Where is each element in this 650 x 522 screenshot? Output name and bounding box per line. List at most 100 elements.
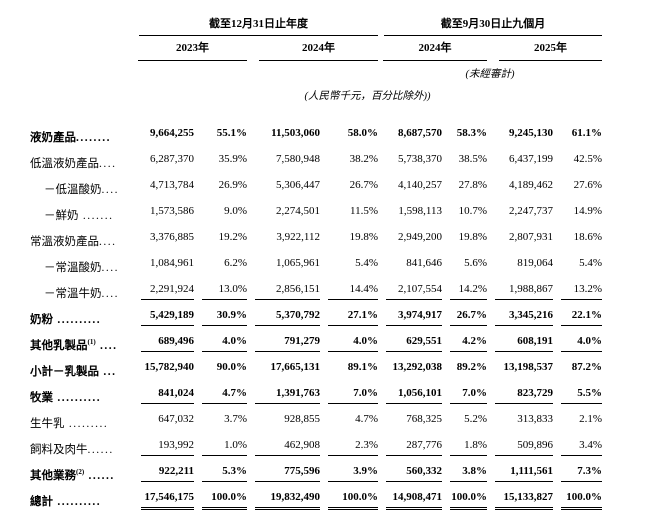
spacer-row	[30, 105, 602, 118]
footnote-marker: (1)	[87, 337, 96, 346]
cell-value: 2,807,931	[487, 222, 553, 248]
dot-leader: ....	[95, 339, 118, 352]
unit-note-row: (人民幣千元，百分比除外))	[30, 83, 602, 105]
year-label: 2023年	[138, 43, 247, 61]
cell-value: 11,503,060	[247, 118, 320, 144]
cell-text: 3,376,885	[150, 231, 194, 243]
cell-text: 7.0%	[450, 388, 487, 404]
cell-text: 768,325	[406, 413, 442, 425]
cell-value: 5,738,370	[378, 144, 442, 170]
cell-text: 30.9%	[202, 310, 247, 326]
cell-value: 1,065,961	[247, 248, 320, 274]
cell-percent: 6.2%	[194, 248, 247, 274]
cell-text: 14.9%	[573, 205, 602, 217]
header-spacer	[30, 61, 378, 83]
cell-text: 4.2%	[450, 336, 487, 352]
cell-percent: 26.7%	[320, 170, 378, 196]
table-body: 液奶產品........ 9,664,255 55.1% 11,503,060 58.0…	[30, 118, 602, 510]
cell-value: 689,496	[133, 326, 194, 352]
row-label: 其他業務(2) ......	[30, 456, 133, 482]
cell-text: 689,496	[141, 336, 194, 352]
cell-value: 560,332	[378, 456, 442, 482]
cell-value: 9,245,130	[487, 118, 553, 144]
cell-percent: 35.9%	[194, 144, 247, 170]
cell-percent: 1.0%	[194, 430, 247, 456]
cell-value: 1,573,586	[133, 196, 194, 222]
cell-text: 841,646	[406, 257, 442, 269]
year-label: 2025年	[499, 43, 602, 61]
cell-text: 922,211	[141, 466, 194, 482]
cell-percent: 27.8%	[442, 170, 487, 196]
cell-text: 19.8%	[458, 231, 487, 243]
cell-text: 2,949,200	[398, 231, 442, 243]
cell-value: 313,833	[487, 404, 553, 430]
cell-text: 791,279	[255, 336, 320, 352]
cell-text: 38.5%	[458, 153, 487, 165]
cell-percent: 4.0%	[320, 326, 378, 352]
cell-value: 13,198,537	[487, 352, 554, 378]
cell-text: 287,776	[386, 440, 442, 456]
row-label: 低溫液奶產品....	[30, 144, 133, 170]
cell-text: 7.3%	[561, 466, 602, 482]
cell-percent: 61.1%	[553, 118, 602, 144]
table-row: 總計 .......... 17,546,175 100.0% 19,832,490 1…	[30, 482, 602, 510]
cell-text: 15,133,827	[495, 492, 553, 510]
row-label: 飼料及肉牛......	[30, 430, 133, 456]
cell-text: 462,908	[255, 440, 320, 456]
cell-value: 3,974,917	[378, 300, 442, 326]
cell-value: 2,291,924	[133, 274, 194, 300]
cell-text: 9,664,255	[150, 127, 194, 139]
row-label: －鮮奶 .......	[30, 196, 133, 222]
cell-text: 100.0%	[202, 492, 247, 510]
row-label-text: 其他乳製品	[30, 339, 88, 352]
cell-text: 2,247,737	[509, 205, 553, 217]
year-label: 2024年	[383, 43, 487, 61]
cell-text: 5,370,792	[255, 310, 320, 326]
row-label: －常溫牛奶....	[30, 274, 133, 300]
cell-value: 2,949,200	[378, 222, 442, 248]
cell-percent: 38.2%	[320, 144, 378, 170]
period-group-year-ended: 截至12月31日止年度	[133, 8, 378, 36]
cell-text: 1,056,101	[386, 388, 442, 404]
cell-text: 61.1%	[571, 127, 602, 139]
cell-text: 19.8%	[349, 231, 378, 243]
cell-text: 5,738,370	[398, 153, 442, 165]
row-label: 小計－乳製品 ...	[30, 352, 133, 378]
cell-percent: 19.8%	[442, 222, 487, 248]
cell-value: 1,391,763	[247, 378, 320, 404]
cell-percent: 3.8%	[442, 456, 487, 482]
dot-leader: ....	[101, 183, 119, 196]
cell-percent: 38.5%	[442, 144, 487, 170]
cell-value: 629,551	[378, 326, 442, 352]
cell-value: 608,191	[487, 326, 553, 352]
cell-text: 14.2%	[450, 284, 487, 300]
table-row: 牧業 .......... 841,024 4.7% 1,391,763 7.0% 1,0…	[30, 378, 602, 404]
cell-text: 3.8%	[450, 466, 487, 482]
cell-percent: 5.3%	[194, 456, 247, 482]
cell-text: 15,782,940	[144, 361, 195, 373]
cell-percent: 100.0%	[553, 482, 602, 510]
period-group-header-row: 截至12月31日止年度 截至9月30日止九個月	[30, 8, 602, 36]
dot-leader: ....	[101, 287, 119, 300]
unaudited-note: (未經審計)	[465, 68, 515, 80]
cell-percent: 7.3%	[553, 456, 602, 482]
cell-value: 3,922,112	[247, 222, 320, 248]
cell-text: 1,598,113	[398, 205, 442, 217]
year-label: 2024年	[259, 43, 378, 61]
cell-text: 5.4%	[579, 257, 602, 269]
cell-text: 5,306,447	[276, 179, 320, 191]
cell-text: 7,580,948	[276, 153, 320, 165]
cell-text: 11,503,060	[271, 127, 320, 139]
revenue-breakdown-table: 截至12月31日止年度 截至9月30日止九個月 2023年 2024年 2024…	[30, 8, 602, 510]
cell-percent: 5.6%	[442, 248, 487, 274]
cell-percent: 11.5%	[320, 196, 378, 222]
cell-value: 4,140,257	[378, 170, 442, 196]
cell-text: 5.6%	[464, 257, 487, 269]
dot-leader: ..........	[53, 495, 102, 508]
row-label: 常溫液奶產品....	[30, 222, 133, 248]
cell-text: 841,024	[141, 388, 194, 404]
cell-value: 2,274,501	[247, 196, 320, 222]
cell-value: 2,107,554	[378, 274, 442, 300]
table-row: －低溫酸奶.... 4,713,784 26.9% 5,306,447 26.7% 4,1…	[30, 170, 602, 196]
row-label: 牧業 ..........	[30, 378, 133, 404]
